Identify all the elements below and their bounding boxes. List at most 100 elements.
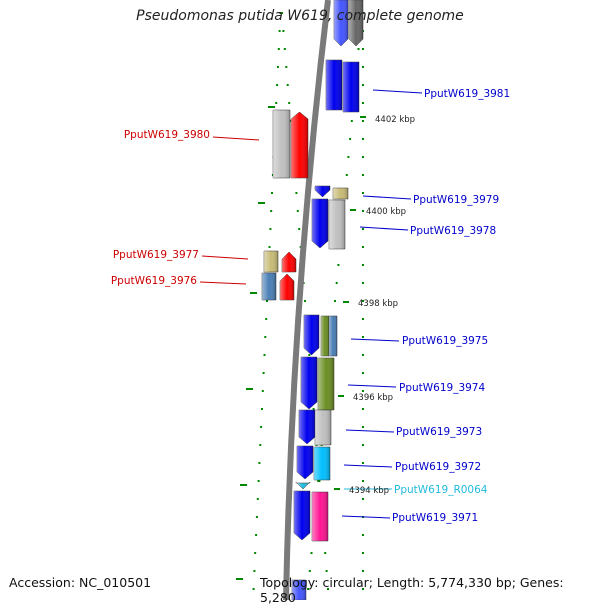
gene-label: PputW619_3972: [395, 461, 481, 473]
ring-tick-mark: [312, 408, 315, 410]
gene-feature: [295, 481, 311, 490]
gene-feature: [317, 357, 335, 411]
ring-tick-mark: [357, 48, 360, 50]
scale-tick-label: 4396 kbp: [353, 393, 393, 403]
ring-tick-mark: [266, 300, 268, 302]
gene-feature: [320, 315, 330, 357]
ring-tick-mark: [277, 48, 280, 50]
ring-tick-mark: [324, 552, 327, 554]
ring-tick-mark: [318, 480, 321, 482]
ring-tick-mark: [298, 228, 301, 230]
ring-tick-mark: [275, 102, 278, 104]
ring-tick-mark: [362, 390, 364, 392]
leader-line: [372, 89, 423, 94]
ring-major-tick: [246, 388, 253, 390]
ring-tick-mark: [285, 66, 288, 68]
ring-tick-mark: [276, 66, 279, 68]
scale-ticks: 4402 kbp 4400 kbp 4398 kbp 4396 kbp 4394 kbp: [334, 115, 415, 496]
gene-feature: [311, 198, 329, 249]
ring-tick-mark: [350, 120, 353, 122]
scale-tick-label: 4402 kbp: [375, 115, 415, 125]
ring-tick-mark: [362, 552, 364, 554]
ring-tick-mark: [307, 588, 310, 590]
ring-tick-mark: [347, 156, 350, 158]
ring-tick-mark: [296, 210, 299, 212]
topology-label: Topology: circular; Length: 5,774,330 bp…: [260, 575, 564, 605]
ring-tick-mark: [252, 588, 255, 590]
scale-tick-label: 4398 kbp: [358, 299, 398, 309]
ring-tick-mark: [283, 48, 286, 50]
ring-tick-mark: [270, 210, 273, 212]
scale-tick-label: 4400 kbp: [366, 207, 406, 217]
ring-tick-mark: [362, 534, 364, 536]
ring-tick-mark: [362, 102, 364, 104]
gene-feature: [313, 446, 331, 481]
gene-label: PputW619_R0064: [394, 484, 488, 496]
gene-label: PputW619_3974: [399, 382, 485, 394]
ring-tick-mark: [308, 354, 311, 356]
gene-feature: [298, 409, 316, 445]
accession-label: Accession: NC_010501: [9, 575, 152, 590]
leader-line: [347, 384, 397, 388]
ring-tick-mark: [362, 48, 364, 50]
ring-tick-mark: [281, 12, 283, 14]
ring-tick-mark: [362, 498, 364, 500]
ring-major-tick: [268, 106, 275, 108]
ring-tick-mark: [265, 318, 268, 320]
gene-label: PputW619_3981: [424, 88, 510, 100]
gene-feature: [293, 490, 311, 541]
gene-label: PputW619_3979: [413, 194, 499, 206]
ring-tick-mark: [310, 552, 313, 554]
ring-tick-mark: [362, 336, 364, 338]
gene-feature: [328, 199, 346, 250]
map-title: Pseudomonas putida W619, complete genome: [136, 8, 464, 24]
gene-feature: [261, 272, 277, 301]
ring-tick-mark: [334, 300, 336, 302]
ring-tick-mark: [255, 516, 258, 518]
gene-labels: PputW619_3981 PputW619_3980 PputW619_3979 P…: [111, 88, 510, 524]
gene-feature: [332, 187, 349, 200]
ring-tick-mark: [362, 588, 364, 590]
ring-tick-mark: [349, 138, 352, 140]
ring-tick-mark: [325, 570, 328, 572]
ring-tick-mark: [362, 300, 364, 302]
ring-major-tick: [250, 292, 257, 294]
leader-line: [201, 255, 249, 260]
ring-tick-mark: [362, 174, 364, 176]
ring-tick-mark: [362, 156, 364, 158]
ring-tick-mark: [362, 570, 364, 572]
ring-tick-mark: [262, 372, 265, 374]
ring-tick-mark: [362, 480, 364, 482]
leader-line: [343, 464, 393, 468]
ring-tick-mark: [276, 84, 279, 86]
ring-tick-mark: [362, 426, 364, 428]
gene-feature: [328, 315, 338, 357]
gene-feature: [342, 61, 360, 113]
ring-tick-mark: [362, 282, 364, 284]
ring-tick-mark: [317, 480, 320, 482]
leader-line: [359, 226, 409, 231]
ring-tick-mark: [345, 174, 348, 176]
gene-feature: [291, 579, 307, 600]
ring-tick-mark: [362, 354, 364, 356]
ring-tick-mark: [271, 192, 273, 194]
ring-tick-mark: [255, 534, 258, 536]
ring-tick-mark: [264, 336, 267, 338]
gene-label: PputW619_3977: [113, 249, 199, 261]
scale-tick-label: 4394 kbp: [349, 486, 389, 496]
leader-line: [350, 338, 400, 342]
ring-tick-mark: [256, 498, 259, 500]
ring-tick-mark: [295, 192, 298, 194]
ring-tick-mark: [253, 570, 256, 572]
ring-tick-mark: [269, 228, 272, 230]
ring-tick-mark: [362, 120, 364, 122]
ring-tick-mark: [327, 588, 329, 590]
gene-feature: [279, 273, 295, 301]
ring-tick-mark: [362, 408, 364, 410]
ring-major-tick: [258, 202, 265, 204]
genome-backbone: [283, 0, 331, 600]
leader-line: [199, 281, 247, 285]
gene-label: PputW619_3978: [410, 225, 496, 237]
ring-tick-mark: [362, 210, 364, 212]
